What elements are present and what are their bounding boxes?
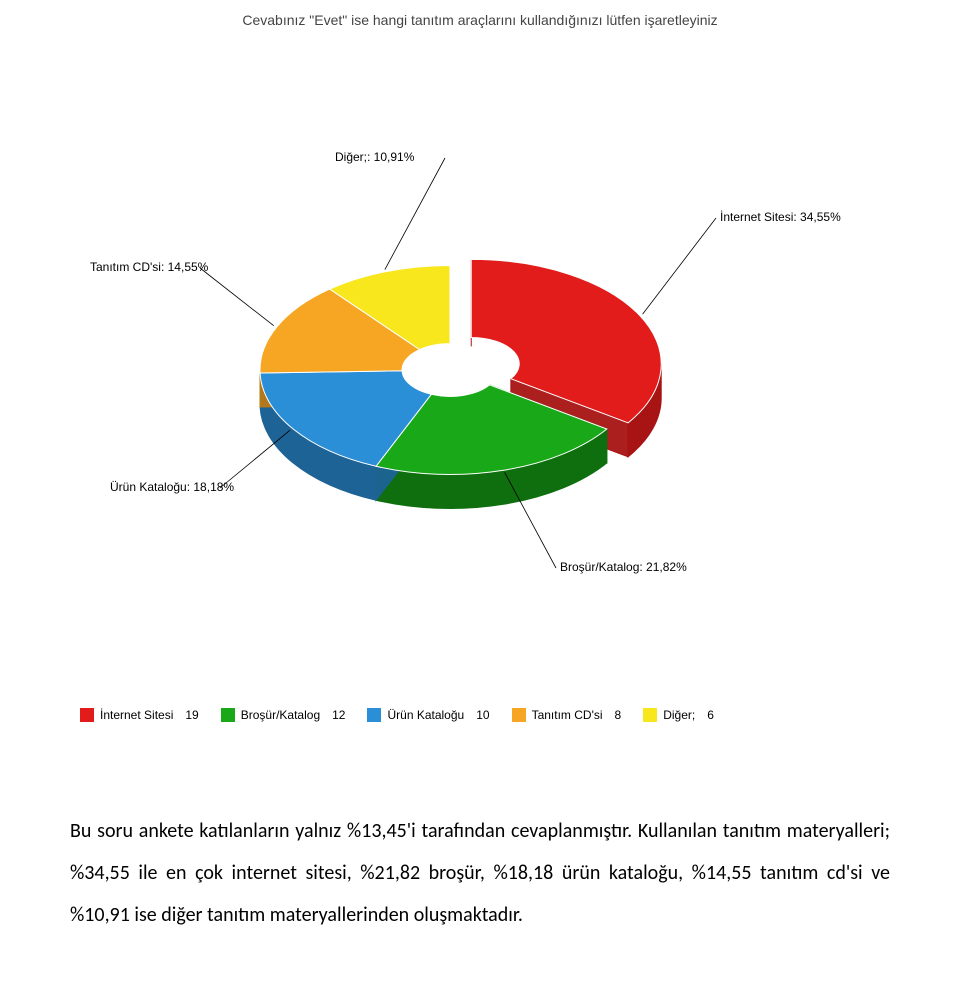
legend-count: 19 [185, 708, 198, 722]
legend-swatch [80, 708, 94, 722]
slice-label-brosur: Broşür/Katalog: 21,82% [560, 560, 687, 574]
slice-label-cd: Tanıtım CD'si: 14,55% [90, 260, 208, 274]
chart-title: Cevabınız "Evet" ise hangi tanıtım araçl… [0, 12, 960, 28]
legend: İnternet Sitesi 19 Broşür/Katalog 12 Ürü… [80, 700, 900, 730]
legend-label: Ürün Kataloğu [387, 708, 464, 722]
legend-item-diger: Diğer; 6 [643, 708, 714, 722]
legend-count: 6 [707, 708, 714, 722]
legend-count: 8 [615, 708, 622, 722]
legend-swatch [367, 708, 381, 722]
slice-label-internet: İnternet Sitesi: 34,55% [720, 210, 841, 224]
legend-label: Tanıtım CD'si [532, 708, 603, 722]
pie-chart: İnternet Sitesi: 34,55% Broşür/Katalog: … [0, 50, 960, 670]
legend-item-cd: Tanıtım CD'si 8 [512, 708, 622, 722]
legend-count: 12 [332, 708, 345, 722]
legend-item-katalog: Ürün Kataloğu 10 [367, 708, 489, 722]
legend-label: Broşür/Katalog [241, 708, 320, 722]
legend-swatch [643, 708, 657, 722]
pie-chart-svg [0, 50, 960, 670]
slice-label-diger: Diğer;: 10,91% [335, 150, 414, 164]
page: Cevabınız "Evet" ise hangi tanıtım araçl… [0, 0, 960, 985]
legend-item-brosur: Broşür/Katalog 12 [221, 708, 346, 722]
legend-label: İnternet Sitesi [100, 708, 173, 722]
legend-swatch [512, 708, 526, 722]
legend-count: 10 [476, 708, 489, 722]
summary-paragraph: Bu soru ankete katılanların yalnız %13,4… [70, 810, 890, 936]
legend-item-internet: İnternet Sitesi 19 [80, 708, 199, 722]
legend-swatch [221, 708, 235, 722]
slice-label-katalog: Ürün Kataloğu: 18,18% [110, 480, 234, 494]
legend-label: Diğer; [663, 708, 695, 722]
